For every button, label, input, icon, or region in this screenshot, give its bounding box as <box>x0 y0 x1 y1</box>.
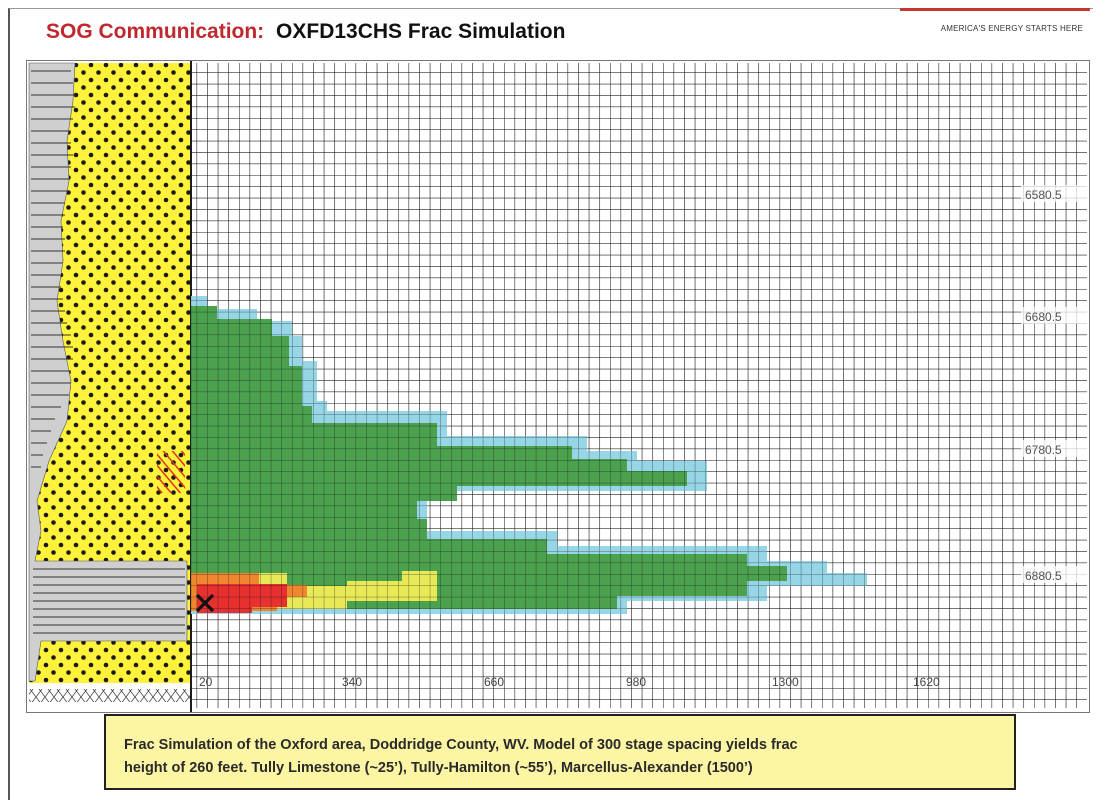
x-tick-label: 1300 <box>772 675 799 689</box>
caption-line-2: height of 260 feet. Tully Limestone (~25… <box>124 760 753 776</box>
depth-label: 6580.5 <box>1025 188 1062 202</box>
perforation-marker <box>195 593 215 613</box>
slide-frame <box>8 8 1093 800</box>
red-hatch-zone <box>157 451 185 493</box>
distance-axis: 20 340 660 980 1300 1620 <box>199 675 940 689</box>
x-tick-label: 980 <box>626 675 646 689</box>
depth-label: 6880.5 <box>1025 569 1062 583</box>
shale-laminations <box>31 70 185 634</box>
frac-grid-overlay <box>191 63 1087 708</box>
simulation-plot: 6580.5 6680.5 6780.5 6880.5 20 340 660 9… <box>26 60 1090 713</box>
x-tick-label: 340 <box>342 675 362 689</box>
depth-label-bg-3 <box>1021 566 1089 583</box>
frac-envelope <box>191 63 1087 708</box>
shale-profile <box>28 62 188 682</box>
frac-simulation-diagram: 6580.5 6680.5 6780.5 6880.5 20 340 660 9… <box>28 61 1089 712</box>
title-brand: SOG Communication: <box>46 20 265 43</box>
x-tick-label: 1620 <box>913 675 940 689</box>
x-tick-label: 660 <box>484 675 504 689</box>
depth-label-bg-1 <box>1021 307 1089 324</box>
depth-label-bg-2 <box>1021 440 1089 457</box>
depth-label: 6780.5 <box>1025 443 1062 457</box>
depth-axis: 6580.5 6680.5 6780.5 6880.5 <box>1021 185 1089 583</box>
formation-base-hatch <box>29 689 191 702</box>
title-subject: OXFD13CHS Frac Simulation <box>276 20 566 43</box>
brand-rule <box>900 8 1090 11</box>
slide-title: SOG Communication: OXFD13CHS Frac Simula… <box>46 20 565 44</box>
x-tick-label: 20 <box>199 675 213 689</box>
brand-tagline: AMERICA'S ENERGY STARTS HERE <box>940 24 1083 33</box>
caption-box: Frac Simulation of the Oxford area, Dodd… <box>104 714 1016 790</box>
depth-label: 6680.5 <box>1025 310 1062 324</box>
caption-line-1: Frac Simulation of the Oxford area, Dodd… <box>124 737 798 753</box>
perforation-x-icon <box>195 593 215 613</box>
depth-label-bg-0 <box>1021 185 1089 202</box>
lithology-log <box>28 61 192 712</box>
